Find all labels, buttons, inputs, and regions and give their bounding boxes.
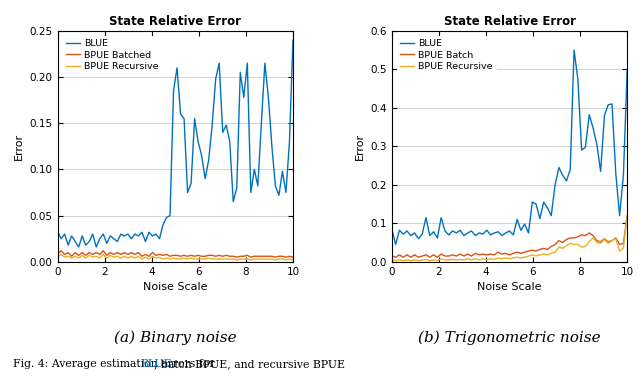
BPUE Recursive [57, 252, 65, 257]
BPUE Batch [502, 251, 509, 256]
Line: BPUE Batch: BPUE Batch [392, 216, 627, 257]
BLUE [388, 227, 396, 231]
Line: BLUE: BLUE [392, 50, 627, 244]
BPUE Batched [289, 255, 297, 259]
BPUE Recursive [555, 245, 563, 249]
BPUE Batched [215, 253, 223, 258]
BLUE [110, 236, 118, 241]
BPUE Recursive [226, 257, 234, 261]
BPUE Batch [456, 252, 464, 256]
BPUE Batched [247, 255, 255, 259]
BLUE [156, 236, 163, 241]
BLUE [289, 38, 297, 42]
Y-axis label: Error: Error [355, 133, 365, 160]
BLUE [392, 242, 399, 247]
BLUE [195, 139, 202, 144]
BLUE [464, 231, 472, 235]
BPUE Batch [555, 238, 563, 243]
BPUE Batched [268, 254, 276, 259]
Y-axis label: Error: Error [14, 133, 24, 160]
BLUE [456, 228, 464, 233]
Text: (a) Binary noise: (a) Binary noise [114, 331, 237, 345]
BPUE Batch [620, 241, 627, 246]
Line: BPUE Recursive: BPUE Recursive [392, 216, 627, 261]
BPUE Batched [57, 248, 65, 253]
BPUE Recursive [233, 258, 241, 262]
BLUE [191, 116, 198, 121]
Text: , batch BPUE, and recursive BPUE: , batch BPUE, and recursive BPUE [154, 359, 345, 369]
X-axis label: Noise Scale: Noise Scale [477, 282, 542, 292]
Text: (b) Trigonometric noise: (b) Trigonometric noise [418, 331, 601, 345]
BPUE Recursive [275, 257, 283, 261]
BPUE Batch [392, 255, 399, 259]
BPUE Recursive [215, 257, 223, 261]
BLUE [268, 144, 276, 149]
BPUE Recursive [268, 257, 276, 261]
BPUE Recursive [388, 258, 396, 262]
BPUE Recursive [456, 257, 464, 262]
Text: Fig. 4: Average estimation errors for: Fig. 4: Average estimation errors for [13, 359, 218, 369]
BPUE Recursive [289, 258, 297, 262]
BPUE Batch [509, 251, 517, 256]
BPUE Batch [623, 213, 631, 218]
BPUE Batched [275, 254, 283, 259]
BPUE Batched [226, 254, 234, 259]
Title: State Relative Error: State Relative Error [444, 15, 575, 28]
BPUE Recursive [620, 246, 627, 251]
BPUE Recursive [502, 256, 509, 260]
BPUE Batch [464, 252, 472, 256]
BLUE [570, 48, 578, 52]
BPUE Recursive [247, 258, 255, 262]
BPUE Recursive [271, 258, 279, 262]
Legend: BLUE, BPUE Batched, BPUE Recursive: BLUE, BPUE Batched, BPUE Recursive [62, 35, 163, 75]
Title: State Relative Error: State Relative Error [109, 15, 241, 28]
Line: BLUE: BLUE [58, 40, 293, 247]
Legend: BLUE, BPUE Batch, BPUE Recursive: BLUE, BPUE Batch, BPUE Recursive [397, 35, 497, 75]
BPUE Batched [233, 255, 241, 259]
BPUE Batch [388, 254, 396, 258]
Text: BLUE: BLUE [141, 359, 172, 369]
BLUE [509, 233, 517, 237]
Line: BPUE Batched: BPUE Batched [58, 251, 293, 257]
BLUE [620, 173, 627, 177]
BPUE Recursive [623, 213, 631, 218]
BPUE Recursive [509, 256, 517, 260]
BPUE Batched [54, 252, 61, 257]
BPUE Batched [271, 255, 279, 259]
BPUE Recursive [54, 255, 61, 259]
Line: BPUE Recursive: BPUE Recursive [58, 254, 293, 260]
BLUE [54, 229, 61, 234]
BLUE [75, 245, 83, 249]
BLUE [113, 239, 121, 244]
X-axis label: Noise Scale: Noise Scale [143, 282, 207, 292]
BLUE [555, 165, 563, 170]
BPUE Recursive [392, 258, 399, 263]
BPUE Recursive [464, 256, 472, 261]
BLUE [623, 67, 631, 72]
BLUE [502, 231, 509, 235]
